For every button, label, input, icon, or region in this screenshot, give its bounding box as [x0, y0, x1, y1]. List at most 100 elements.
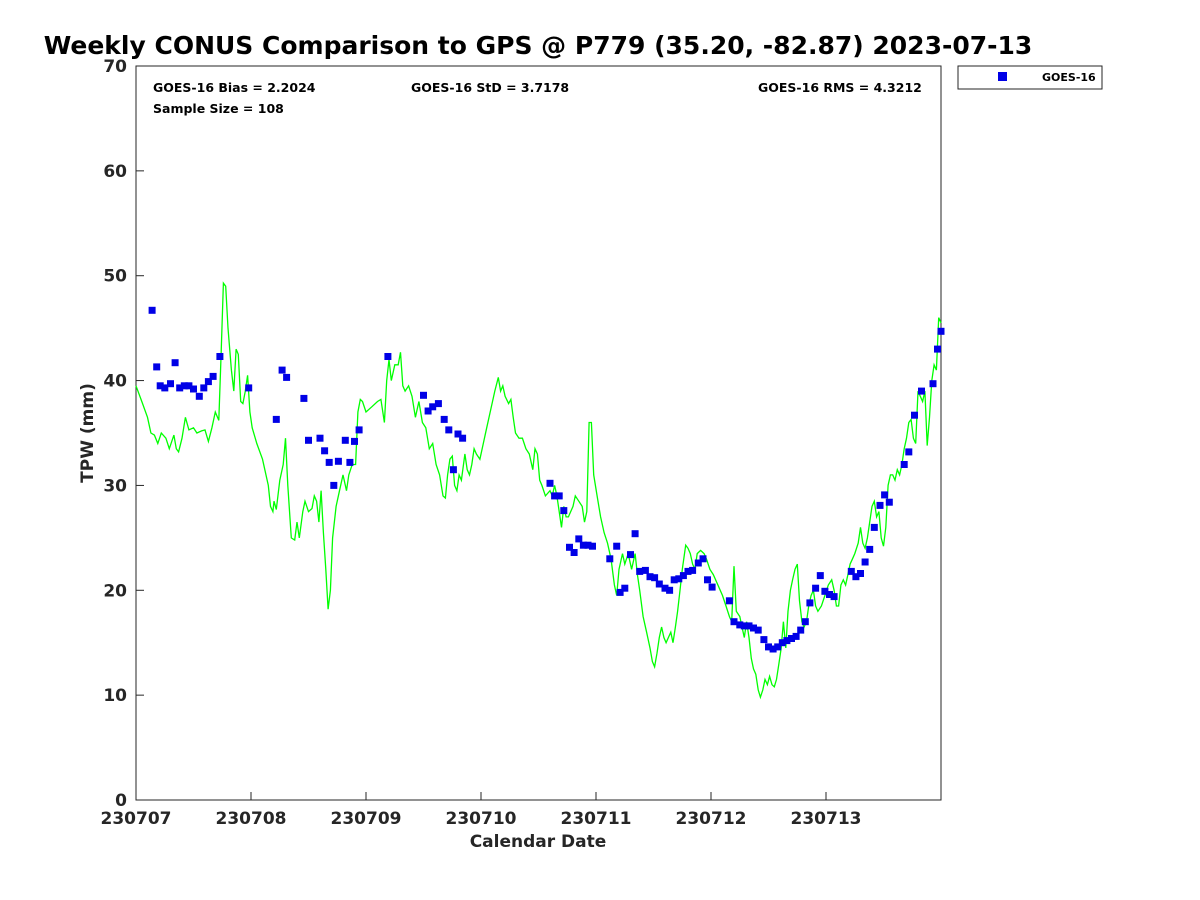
goes16-point	[736, 621, 744, 629]
goes16-point	[816, 572, 824, 580]
goes16-point	[424, 407, 432, 415]
goes16-point	[870, 523, 878, 531]
goes16-point	[278, 366, 286, 374]
legend: GOES-16	[957, 65, 1103, 90]
goes16-point	[341, 436, 349, 444]
goes16-point	[449, 466, 457, 474]
goes16-point	[579, 541, 587, 549]
goes16-point	[754, 626, 762, 634]
chart-title: Weekly CONUS Comparison to GPS @ P779 (3…	[44, 31, 1033, 60]
goes16-point	[699, 555, 707, 563]
goes16-point	[881, 491, 889, 499]
goes16-point	[812, 584, 820, 592]
goes16-point	[847, 567, 855, 575]
goes16-point	[774, 643, 782, 651]
goes16-point	[148, 306, 156, 314]
goes16-point	[666, 586, 674, 594]
goes16-point	[911, 411, 918, 419]
goes16-point	[876, 501, 884, 509]
goes16-point	[325, 458, 333, 466]
goes16-point	[694, 559, 702, 567]
goes16-point	[783, 637, 791, 645]
goes16-point	[454, 430, 462, 438]
goes16-point	[918, 387, 925, 395]
goes16-point	[566, 543, 573, 551]
goes16-point	[861, 558, 869, 566]
goes16-point	[866, 545, 874, 553]
goes16-point	[704, 576, 711, 584]
bias-stat: GOES-16 Bias = 2.2024	[153, 80, 316, 95]
goes16-point	[730, 618, 738, 626]
goes16-point	[740, 622, 748, 630]
goes16-point	[180, 382, 188, 390]
goes16-point	[852, 573, 860, 581]
goes16-point	[216, 353, 224, 360]
goes16-point	[153, 363, 161, 371]
goes16-point	[651, 574, 659, 582]
goes16-point	[684, 567, 692, 575]
goes16-point	[355, 426, 363, 434]
std-stat: GOES-16 StD = 3.7178	[411, 80, 569, 95]
goes16-point	[934, 345, 941, 353]
goes16-point	[616, 588, 624, 596]
goes16-point	[209, 372, 217, 380]
goes16-point	[765, 643, 772, 651]
goes16-point	[445, 426, 453, 434]
goes16-point	[171, 359, 179, 367]
goes16-point	[792, 632, 800, 640]
x-tick-label: 230712	[676, 809, 747, 829]
goes16-point	[555, 492, 563, 500]
goes16-point	[589, 542, 596, 550]
goes16-point	[679, 572, 687, 580]
goes16-point	[885, 498, 893, 506]
x-tick-label: 230711	[561, 809, 632, 829]
goes16-series-points	[148, 306, 945, 653]
y-tick-label: 0	[115, 791, 127, 811]
goes16-point	[546, 479, 554, 487]
goes16-point	[570, 549, 578, 556]
goes16-point	[655, 580, 663, 588]
goes16-point	[689, 566, 697, 574]
y-tick-label: 10	[103, 686, 127, 706]
goes16-point	[606, 555, 614, 563]
goes16-point	[384, 353, 392, 360]
goes16-point	[929, 380, 937, 388]
goes16-point	[330, 481, 338, 489]
goes16-point	[305, 436, 312, 444]
x-tick-label: 230708	[216, 809, 287, 829]
goes16-point	[185, 382, 193, 390]
goes16-point	[575, 535, 583, 543]
goes16-point	[905, 448, 913, 456]
goes16-point	[321, 447, 329, 455]
x-tick-label: 230710	[446, 809, 517, 829]
gps-series-line	[135, 281, 942, 700]
goes16-point	[801, 618, 809, 626]
goes16-point	[830, 593, 838, 601]
goes16-point	[937, 327, 945, 335]
y-tick-label: 50	[103, 267, 127, 287]
plot-area: 230707 230708 230709 230710 230711 230712 2307…	[101, 57, 945, 829]
x-tick-label: 230713	[791, 809, 862, 829]
y-axis: 0 10 20 30 40 50 60 70	[103, 57, 144, 811]
goes16-point	[760, 636, 768, 644]
goes16-point	[351, 437, 358, 445]
goes16-point	[190, 385, 197, 393]
goes16-point	[204, 378, 212, 386]
goes16-point	[797, 626, 805, 634]
goes16-point	[346, 458, 354, 466]
plot-frame	[135, 65, 942, 801]
goes16-point	[769, 645, 777, 653]
y-axis-label: TPW (mm)	[78, 383, 98, 483]
goes16-point	[167, 380, 174, 388]
goes16-point	[821, 587, 829, 595]
goes16-point	[429, 403, 437, 411]
y-tick-label: 70	[103, 57, 127, 77]
goes16-point	[161, 384, 169, 392]
x-tick-label: 230707	[101, 809, 172, 829]
goes16-point	[661, 584, 669, 592]
sample-size-stat: Sample Size = 108	[153, 101, 284, 116]
goes16-point	[675, 575, 683, 583]
goes16-point	[434, 400, 442, 408]
goes16-point	[636, 567, 644, 575]
